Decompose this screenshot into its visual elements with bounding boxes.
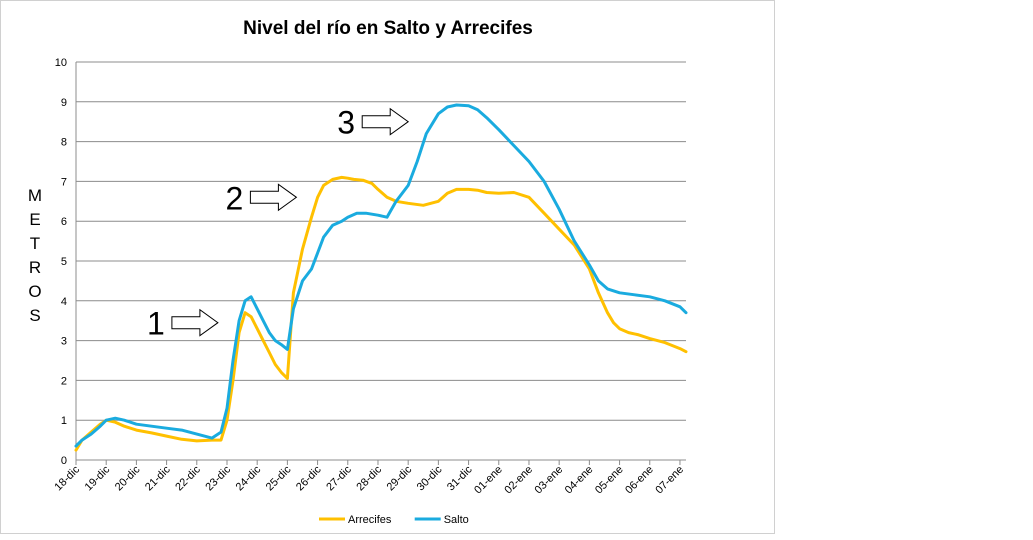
y-axis-ticks: 0 1 2 3 4 5 6 7 8 9 10 [55,57,67,467]
x-tick-label: 27-dic [324,463,354,493]
annotations: 1 2 3 [147,105,410,342]
y-tick-label: 10 [55,57,67,69]
x-axis-ticks: 18-dic 19-dic 20-dic 21-dic 22-dic 23-dic 24-d… [52,460,686,496]
y-tick-label: 7 [61,176,67,188]
gridlines [76,61,686,461]
x-tick-label: 31-dic [445,463,475,493]
x-tick-label: 25-dic [264,463,294,493]
x-tick-label: 24-dic [234,463,264,493]
annotation-arrow [249,183,298,212]
annotation-1: 1 [147,306,219,342]
x-tick-label: 03-ene [533,464,566,497]
y-tick-label: 5 [61,256,67,268]
chart-frame: Nivel del río en Salto y Arrecifes 0 1 2 3 4… [0,0,775,534]
chart-title: Nivel del río en Salto y Arrecifes [243,18,533,39]
annotation-arrow [171,308,219,337]
y-axis-label-letter: O [28,282,41,301]
x-tick-label: 23-dic [203,463,233,493]
x-tick-label: 02-ene [502,464,535,497]
y-axis-label-letter: R [29,258,41,277]
x-tick-label: 06-ene [623,464,656,497]
series-line-salto [74,103,688,448]
y-tick-label: 3 [61,336,67,348]
x-tick-label: 20-dic [113,463,143,493]
y-tick-label: 0 [61,455,67,467]
series-line-arrecifes [74,175,688,452]
x-tick-label: 01-ene [472,464,505,497]
annotation-number: 3 [337,105,355,141]
y-tick-label: 4 [61,296,67,308]
y-tick-label: 2 [61,375,67,387]
x-tick-label: 04-ene [563,464,596,497]
x-tick-label: 26-dic [294,463,324,493]
x-tick-label: 28-dic [354,463,384,493]
x-tick-label: 07-ene [653,464,686,497]
y-tick-label: 1 [61,415,67,427]
y-axis-label-letter: T [30,234,40,253]
y-axis-label-letter: S [29,306,40,325]
y-tick-label: 6 [61,216,67,228]
legend: Arrecifes Salto [319,514,469,526]
annotation-number: 2 [226,180,244,216]
y-tick-label: 8 [61,137,67,149]
x-tick-label: 22-dic [173,463,203,493]
y-axis-label-letter: E [29,210,40,229]
x-tick-label: 30-dic [415,463,445,493]
x-tick-label: 18-dic [52,463,82,493]
legend-label-salto: Salto [444,514,469,526]
y-tick-label: 9 [61,97,67,109]
axes [75,62,686,461]
line-chart: Nivel del río en Salto y Arrecifes 0 1 2 3 4… [28,18,688,526]
annotation-2: 2 [226,180,298,216]
legend-label-arrecifes: Arrecifes [348,514,392,526]
annotation-3: 3 [337,105,410,141]
x-tick-label: 05-ene [593,464,626,497]
x-tick-label: 29-dic [385,463,415,493]
x-tick-label: 21-dic [143,463,173,493]
series-lines [74,103,688,452]
y-axis-label-letter: M [28,186,42,205]
annotation-arrow [361,107,410,136]
x-tick-label: 19-dic [83,463,113,493]
annotation-number: 1 [147,306,165,342]
